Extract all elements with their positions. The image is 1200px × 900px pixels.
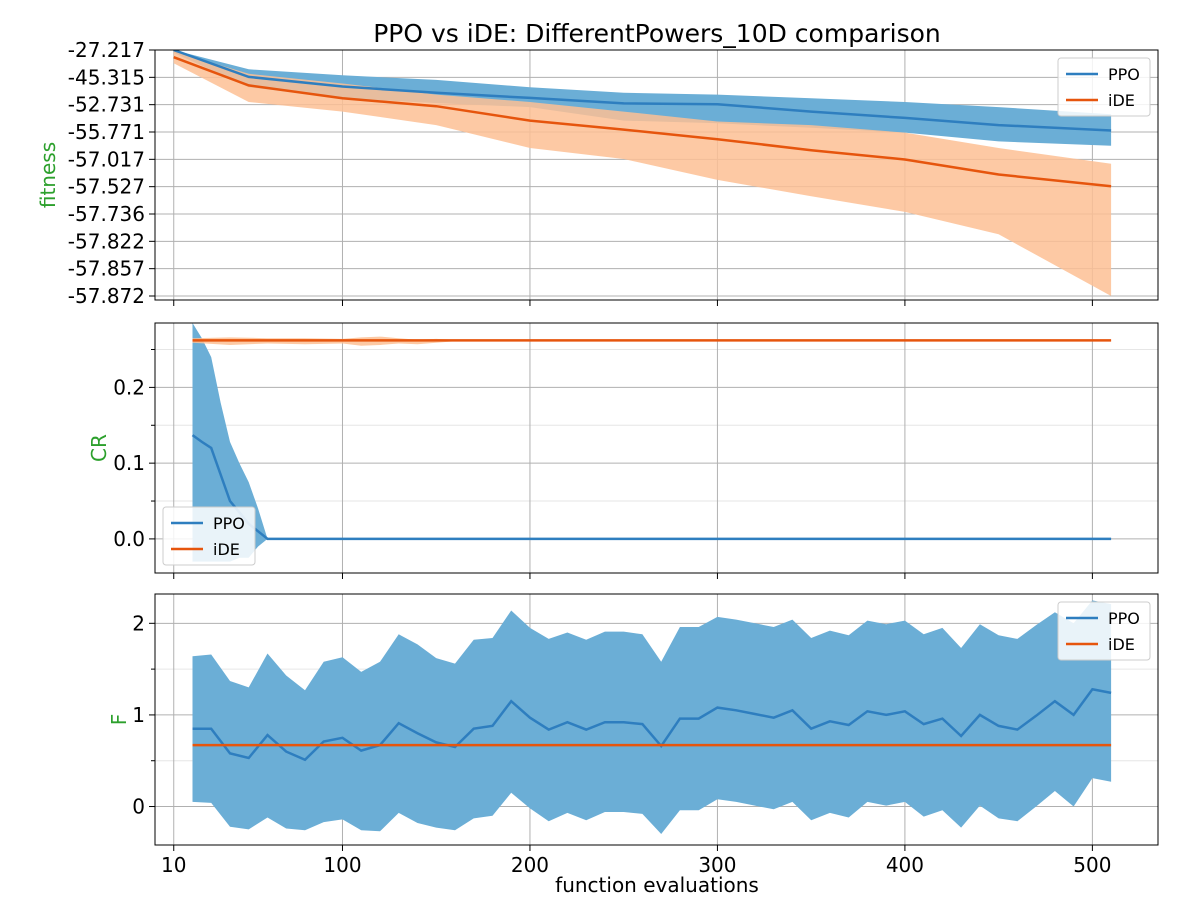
plot-area — [192, 600, 1112, 834]
y-axis-label: CR — [87, 434, 111, 462]
legend-label-ide: iDE — [1108, 635, 1135, 654]
y-tick-label: 0.1 — [113, 451, 145, 475]
y-tick-label: -57.857 — [68, 257, 145, 281]
x-tick-label: 10 — [161, 853, 186, 877]
chart-title: PPO vs iDE: DifferentPowers_10D comparis… — [373, 19, 941, 48]
axes-frame — [154, 322, 1159, 574]
y-tick-label: -57.527 — [68, 175, 145, 199]
x-tick-label: 300 — [698, 853, 736, 877]
y-tick-label: 0.0 — [113, 527, 145, 551]
y-tick-label: 2 — [132, 611, 145, 635]
y-axis-label: fitness — [36, 142, 60, 208]
panels: -27.217 -45.315 -52.731 -55.771 -57.017 -57.5… — [36, 38, 1159, 877]
x-tick-label: 100 — [323, 853, 361, 877]
series-line-ppo — [173, 50, 1112, 132]
legend: PPO iDE — [1057, 57, 1151, 117]
band-ppo — [173, 50, 1112, 146]
y-tick-label: -27.217 — [68, 38, 145, 62]
y-tick-label: -57.017 — [68, 147, 145, 171]
panel-F: 10 100 200 300 400 500 0 1 2 F PPO iDE — [107, 593, 1159, 877]
y-axis-label: F — [107, 714, 131, 726]
x-axis-label: function evaluations — [555, 873, 759, 897]
x-tick-label: 200 — [511, 853, 549, 877]
plot-area — [173, 50, 1112, 297]
y-tick-label: 0 — [132, 795, 145, 819]
legend-label-ide: iDE — [213, 540, 240, 559]
axes-frame — [154, 49, 1159, 301]
band-ppo — [192, 323, 1112, 562]
y-tick-label: 0.2 — [113, 375, 145, 399]
y-tick-label: -55.771 — [68, 120, 145, 144]
legend: PPO iDE — [1057, 601, 1151, 661]
legend: PPO iDE — [162, 506, 256, 566]
legend-box — [1057, 601, 1151, 661]
panel-CR: 0.0 0.1 0.2 CR PPO iDE — [87, 322, 1159, 579]
panel-fitness: -27.217 -45.315 -52.731 -55.771 -57.017 -57.5… — [36, 38, 1159, 308]
series-line-ppo — [191, 434, 1112, 541]
legend-box — [1057, 57, 1151, 117]
plot-area — [191, 323, 1112, 562]
series-line-ide — [173, 56, 1112, 188]
legend-label-ide: iDE — [1108, 91, 1135, 110]
x-tick-label: 500 — [1073, 853, 1111, 877]
legend-label-ppo: PPO — [1108, 65, 1140, 84]
band-ppo — [192, 600, 1112, 834]
y-tick-label: -57.822 — [68, 229, 145, 253]
legend-label-ppo: PPO — [1108, 609, 1140, 628]
legend-box — [162, 506, 256, 566]
y-tick-label: -45.315 — [68, 65, 145, 89]
y-tick-label: -57.736 — [68, 202, 145, 226]
x-tick-label: 400 — [886, 853, 924, 877]
y-tick-label: 1 — [132, 703, 145, 727]
band-ide — [173, 51, 1112, 297]
y-tick-label: -52.731 — [68, 93, 145, 117]
series-line-ppo — [192, 687, 1112, 762]
axes-frame — [154, 593, 1159, 846]
legend-label-ppo: PPO — [213, 514, 245, 533]
y-tick-label: -57.872 — [68, 284, 145, 308]
